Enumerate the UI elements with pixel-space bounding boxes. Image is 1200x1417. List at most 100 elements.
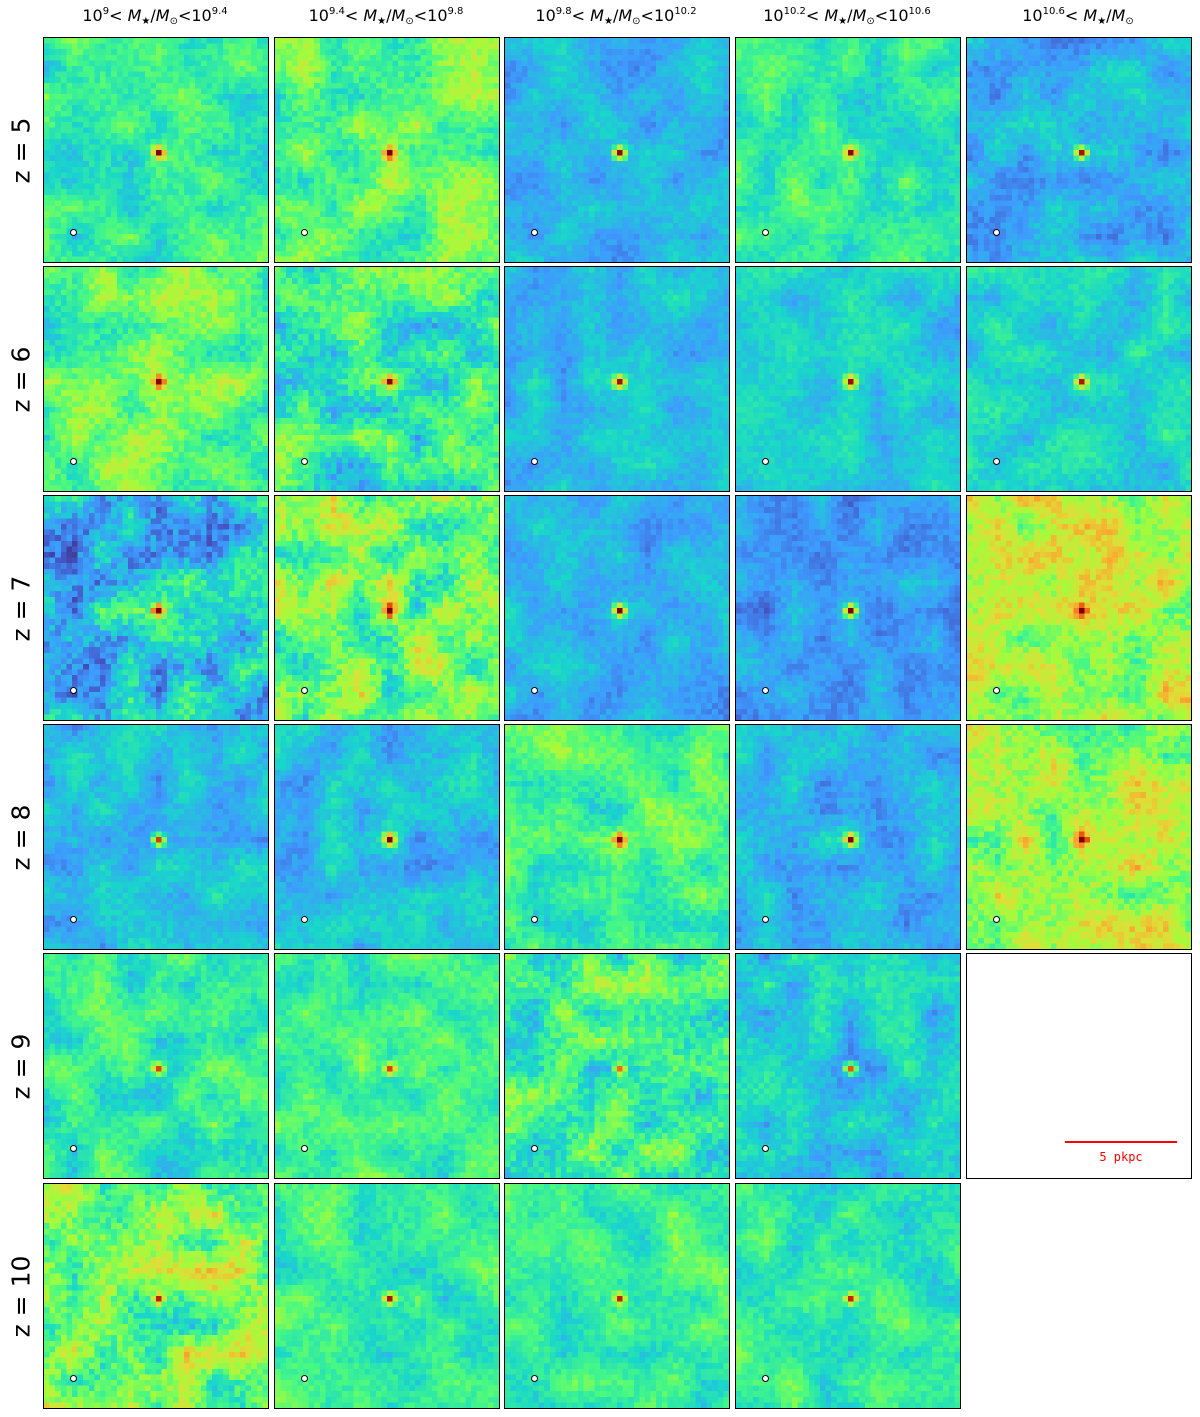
title-op-b: < [413,6,428,25]
psf-circle [993,687,1000,694]
stacked-image [44,1184,268,1408]
title-slash: / [150,6,156,25]
stacked-image [505,954,729,1178]
title-sun: ⊙ [169,16,178,27]
stacked-image [736,954,960,1178]
psf-circle [762,1375,769,1382]
stacked-image [967,496,1191,720]
map-panel [43,495,269,721]
psf-circle [70,916,77,923]
psf-circle [531,1375,538,1382]
title-base-lo: 10 [82,6,103,25]
title-exp-lo: 9 [102,6,110,17]
stacked-image [967,38,1191,262]
title-sun: ⊙ [866,16,875,27]
title-mstar: M★ [824,6,848,27]
map-panel [43,953,269,1179]
column-title: 109< M★/M⊙<109.4 [42,6,268,27]
row-label: z = 8 [0,724,42,950]
title-op-a: < [571,6,591,25]
title-op-b: < [177,6,192,25]
stacked-image [736,496,960,720]
map-panel [735,495,961,721]
psf-circle [762,916,769,923]
stacked-image [44,725,268,949]
psf-circle [762,687,769,694]
column-title: 1010.2< M★/M⊙<1010.6 [734,6,960,27]
stacked-image [505,725,729,949]
scale-bar-label: 5 pkpc [1099,1150,1143,1164]
title-op-a: < [344,6,364,25]
map-panel [504,495,730,721]
title-exp-lo: 9.4 [328,6,345,17]
stacked-image [275,954,499,1178]
row-label: z = 5 [0,37,42,263]
title-m: M [824,6,839,25]
map-panel [43,37,269,263]
stacked-image [44,267,268,491]
title-msun: M [1112,6,1126,25]
map-panel: 5 pkpc [966,953,1192,1179]
title-msun: M [618,6,632,25]
title-exp-hi: 10.2 [674,6,697,17]
row-label: z = 7 [0,495,42,721]
row-label-text: z = 8 [6,804,36,870]
psf-circle [531,1145,538,1152]
map-panel [43,724,269,950]
map-panel [504,724,730,950]
psf-circle [301,916,308,923]
title-msun-m: M [852,6,867,25]
stacked-image [275,267,499,491]
title-base-lo: 10 [308,6,329,25]
row-label-text: z = 5 [6,117,36,183]
map-panel [735,266,961,492]
map-panel [274,37,500,263]
stacked-image [44,496,268,720]
title-op-a: < [805,6,825,25]
title-op-b: < [640,6,654,25]
title-m: M [363,6,378,25]
psf-circle [762,229,769,236]
title-star: ★ [838,16,848,27]
stacked-image [505,496,729,720]
title-exp-lo: 10.6 [1042,6,1065,17]
map-panel [43,1183,269,1409]
stacked-image [736,267,960,491]
title-exp-lo: 9.8 [555,6,572,17]
stacked-image [736,725,960,949]
row-label-text: z = 10 [6,1255,36,1337]
row-label-text: z = 9 [6,1033,36,1099]
psf-circle [762,458,769,465]
title-base-lo: 10 [535,6,556,25]
title-base-hi: 10 [427,6,448,25]
psf-circle [993,458,1000,465]
map-panel [504,953,730,1179]
map-panel [504,37,730,263]
title-exp-hi: 9.4 [211,6,228,17]
stacked-image [505,1184,729,1408]
title-m: M [1083,6,1098,25]
stacked-image [736,38,960,262]
map-panel [274,953,500,1179]
title-op-b: < [874,6,889,25]
title-sun: ⊙ [632,16,641,27]
map-panel [274,266,500,492]
row-label-text: z = 6 [6,346,36,412]
map-panel [274,1183,500,1409]
psf-circle [993,916,1000,923]
stacked-image [967,725,1191,949]
psf-circle [301,229,308,236]
map-panel [966,266,1192,492]
title-base-lo: 10 [1022,6,1043,25]
psf-circle [70,1145,77,1152]
title-exp-hi: 10.6 [908,6,931,17]
psf-circle [70,229,77,236]
title-msun-m: M [1111,6,1126,25]
title-msun-m: M [391,6,406,25]
title-slash: / [612,6,619,25]
title-base-hi: 10 [653,6,675,25]
title-slash: / [1106,6,1112,25]
title-slash: / [847,6,853,25]
title-mstar: M★ [590,6,613,27]
psf-circle [531,458,538,465]
